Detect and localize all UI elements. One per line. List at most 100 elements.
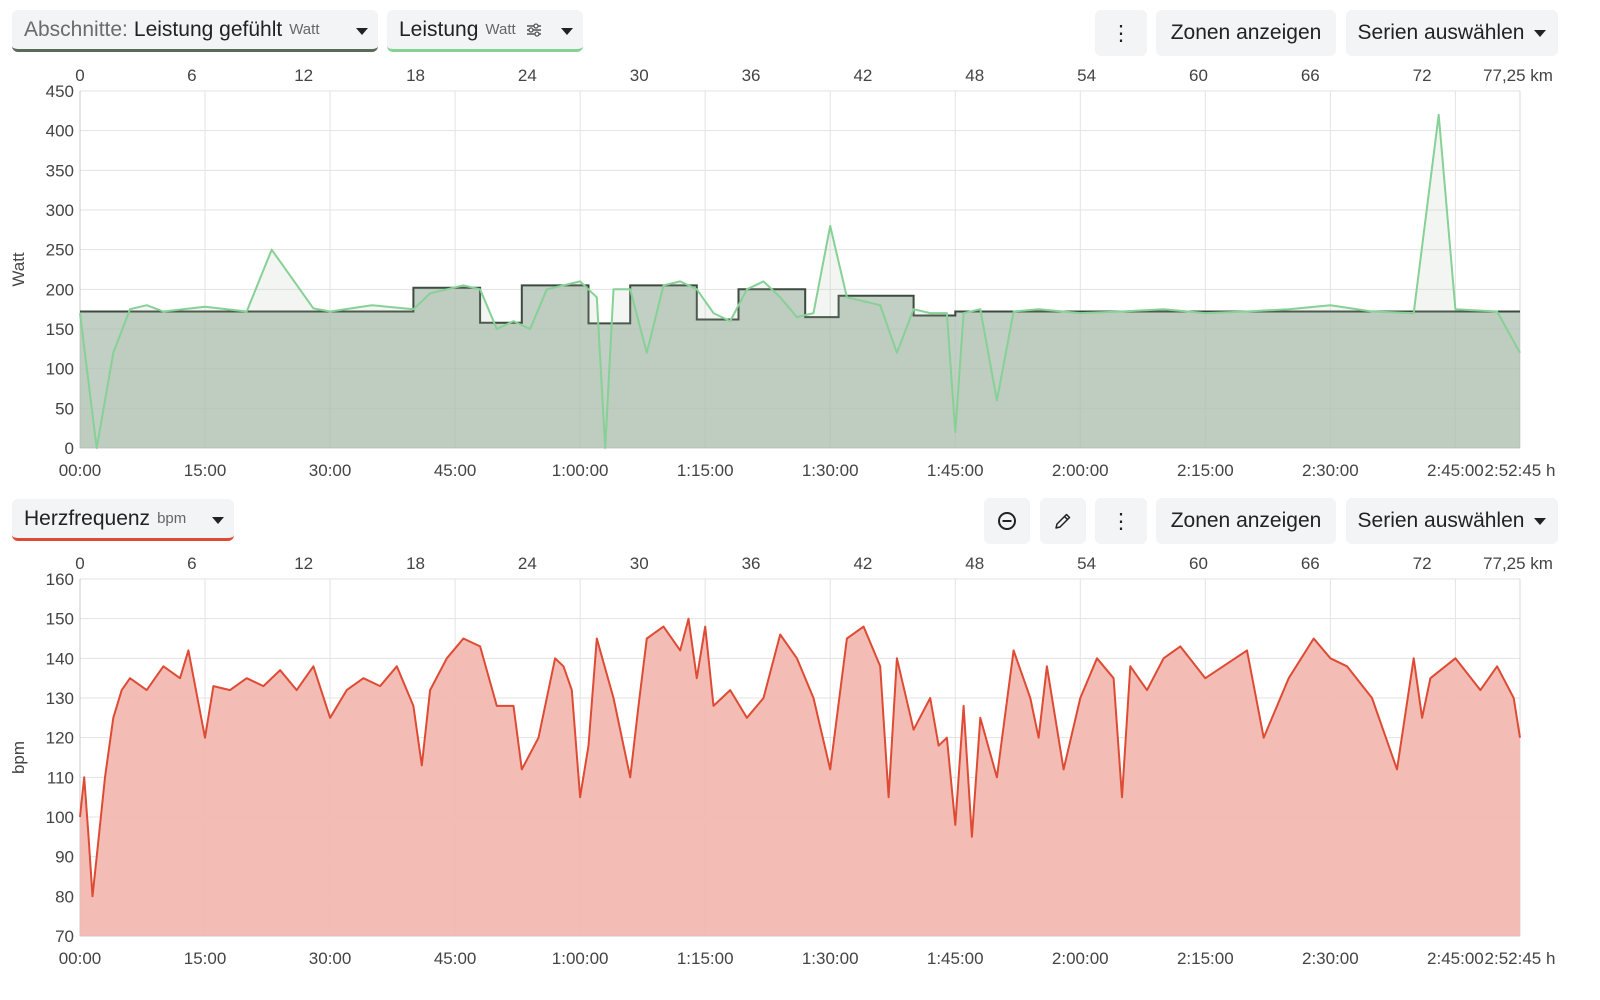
x-km-tick-label: 12 bbox=[294, 66, 313, 85]
x-km-tick-label: 0 bbox=[75, 66, 84, 85]
x-time-tick-label: 2:30:00 bbox=[1302, 461, 1359, 480]
y-tick-label: 400 bbox=[46, 122, 74, 141]
chevron-down-icon bbox=[212, 517, 224, 524]
x-km-tick-label: 30 bbox=[630, 555, 649, 573]
y-tick-label: 50 bbox=[55, 399, 74, 418]
sections-unit: Watt bbox=[289, 21, 320, 38]
x-km-tick-label: 77,25 km bbox=[1483, 66, 1553, 85]
power-series-pill[interactable]: Leistung Watt bbox=[387, 10, 583, 52]
y-tick-label: 150 bbox=[46, 610, 74, 629]
chevron-down-icon bbox=[356, 28, 368, 35]
x-time-tick-label: 00:00 bbox=[59, 949, 102, 968]
x-time-tick-label: 2:52:45 h bbox=[1485, 461, 1556, 480]
bottom-series-select-button[interactable]: Serien auswählen bbox=[1346, 498, 1558, 544]
series-select-label: Serien auswählen bbox=[1357, 509, 1525, 532]
x-km-tick-label: 48 bbox=[965, 66, 984, 85]
x-time-tick-label: 1:00:00 bbox=[552, 949, 609, 968]
x-km-tick-label: 12 bbox=[294, 555, 313, 573]
x-km-tick-label: 18 bbox=[406, 555, 425, 573]
x-km-tick-label: 0 bbox=[75, 555, 84, 573]
bottom-more-button[interactable]: ⋮ bbox=[1095, 498, 1147, 544]
power-series-unit: Watt bbox=[485, 21, 516, 38]
y-tick-label: 110 bbox=[47, 768, 74, 787]
y-tick-label: 80 bbox=[55, 887, 74, 906]
y-tick-label: 150 bbox=[46, 320, 74, 339]
x-time-tick-label: 1:15:00 bbox=[677, 461, 734, 480]
y-tick-label: 450 bbox=[46, 82, 74, 101]
x-time-tick-label: 45:00 bbox=[434, 461, 477, 480]
hr-series-label: Herzfrequenz bbox=[24, 506, 151, 530]
x-time-tick-label: 2:30:00 bbox=[1302, 949, 1359, 968]
x-km-tick-label: 60 bbox=[1189, 66, 1208, 85]
x-time-tick-label: 1:00:00 bbox=[552, 461, 609, 480]
y-tick-label: 300 bbox=[46, 201, 74, 220]
more-vertical-icon: ⋮ bbox=[1110, 21, 1132, 45]
y-axis-label: bpm bbox=[9, 741, 28, 774]
minus-circle-icon bbox=[998, 512, 1016, 530]
top-series-select-button[interactable]: Serien auswählen bbox=[1346, 10, 1558, 56]
x-km-tick-label: 54 bbox=[1077, 555, 1096, 573]
hr-series-unit: bpm bbox=[157, 510, 187, 527]
sections-prefix: Abschnitte: bbox=[24, 17, 128, 41]
x-time-tick-label: 2:15:00 bbox=[1177, 949, 1234, 968]
laps-step-line bbox=[80, 284, 1520, 325]
edit-chart-button[interactable] bbox=[1040, 498, 1086, 544]
y-tick-label: 100 bbox=[46, 360, 74, 379]
y-tick-label: 90 bbox=[55, 848, 74, 867]
zones-label: Zonen anzeigen bbox=[1170, 21, 1322, 44]
chevron-down-icon bbox=[561, 28, 573, 35]
series-area-leistung bbox=[80, 114, 1520, 449]
x-time-tick-label: 30:00 bbox=[309, 461, 352, 480]
bottom-zones-button[interactable]: Zonen anzeigen bbox=[1156, 498, 1336, 544]
x-km-tick-label: 66 bbox=[1301, 555, 1320, 573]
x-time-tick-label: 2:52:45 h bbox=[1485, 949, 1556, 968]
x-time-tick-label: 1:30:00 bbox=[802, 949, 859, 968]
x-km-tick-label: 6 bbox=[187, 555, 196, 573]
y-axis-label: Watt bbox=[9, 252, 28, 287]
x-km-tick-label: 42 bbox=[853, 66, 872, 85]
x-km-tick-label: 42 bbox=[853, 555, 872, 573]
laps-area bbox=[80, 285, 1520, 448]
x-time-tick-label: 2:45:00 bbox=[1427, 949, 1484, 968]
x-time-tick-label: 1:45:00 bbox=[927, 949, 984, 968]
top-zones-button[interactable]: Zonen anzeigen bbox=[1156, 10, 1336, 56]
x-km-tick-label: 18 bbox=[406, 66, 425, 85]
x-km-tick-label: 48 bbox=[965, 555, 984, 573]
y-tick-label: 70 bbox=[55, 927, 74, 946]
y-tick-label: 120 bbox=[46, 729, 74, 748]
zones-label: Zonen anzeigen bbox=[1170, 509, 1322, 532]
x-km-tick-label: 72 bbox=[1413, 555, 1432, 573]
y-tick-label: 160 bbox=[46, 570, 74, 589]
top-more-button[interactable]: ⋮ bbox=[1095, 10, 1147, 56]
x-time-tick-label: 2:15:00 bbox=[1177, 461, 1234, 480]
y-tick-label: 200 bbox=[46, 280, 74, 299]
chevron-down-icon bbox=[1534, 518, 1546, 525]
x-time-tick-label: 1:15:00 bbox=[677, 949, 734, 968]
x-km-tick-label: 60 bbox=[1189, 555, 1208, 573]
x-km-tick-label: 36 bbox=[742, 555, 761, 573]
sliders-icon[interactable] bbox=[526, 22, 542, 37]
pencil-icon bbox=[1055, 513, 1071, 529]
remove-chart-button[interactable] bbox=[984, 498, 1030, 544]
series-line-leistung bbox=[79, 113, 1521, 449]
sections-dropdown[interactable]: Abschnitte: Leistung gefühlt Watt bbox=[12, 10, 378, 52]
y-tick-label: 130 bbox=[46, 689, 74, 708]
x-km-tick-label: 6 bbox=[187, 66, 196, 85]
series-line-herzfrequenz bbox=[79, 617, 1521, 898]
more-vertical-icon: ⋮ bbox=[1110, 509, 1132, 533]
x-km-tick-label: 36 bbox=[742, 66, 761, 85]
x-time-tick-label: 15:00 bbox=[184, 949, 227, 968]
x-time-tick-label: 1:30:00 bbox=[802, 461, 859, 480]
chevron-down-icon bbox=[1534, 30, 1546, 37]
power-series-label: Leistung bbox=[399, 17, 479, 41]
x-km-tick-label: 66 bbox=[1301, 66, 1320, 85]
x-km-tick-label: 54 bbox=[1077, 66, 1096, 85]
y-tick-label: 140 bbox=[46, 649, 74, 668]
x-time-tick-label: 1:45:00 bbox=[927, 461, 984, 480]
series-area-herzfrequenz bbox=[80, 618, 1520, 936]
x-km-tick-label: 77,25 km bbox=[1483, 555, 1553, 573]
hr-series-pill[interactable]: Herzfrequenz bpm bbox=[12, 499, 234, 541]
sections-label: Leistung gefühlt bbox=[133, 17, 283, 41]
